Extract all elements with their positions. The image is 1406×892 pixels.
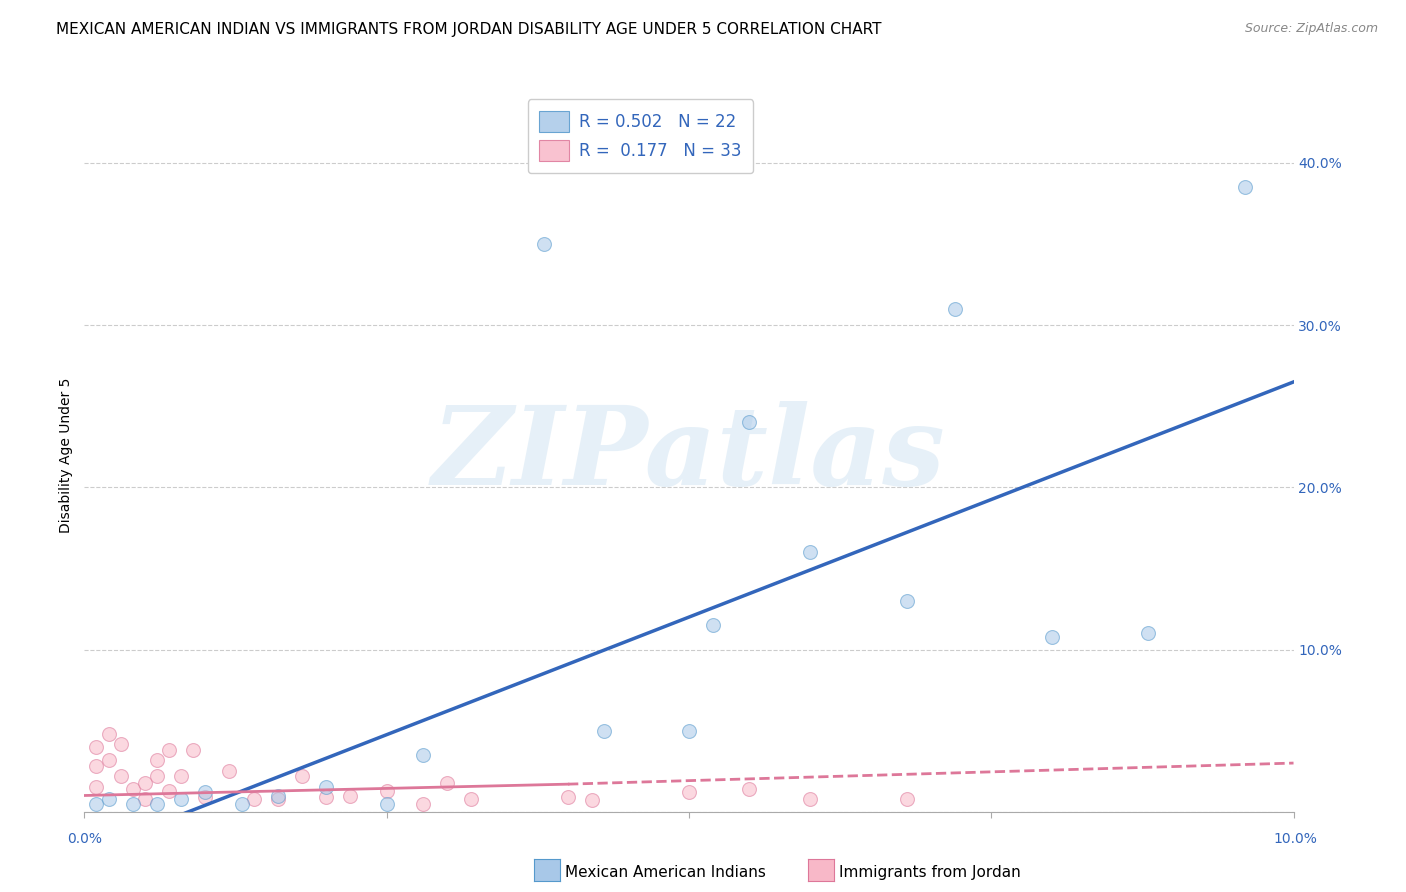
- Point: [146, 769, 169, 783]
- Point: [375, 797, 398, 811]
- Point: [97, 753, 120, 767]
- Point: [436, 775, 458, 789]
- Point: [242, 791, 264, 805]
- Point: [146, 797, 169, 811]
- Point: [86, 759, 108, 773]
- Point: [194, 790, 217, 805]
- Point: [738, 416, 761, 430]
- Point: [315, 790, 337, 805]
- Point: [97, 791, 120, 805]
- Point: [943, 301, 966, 316]
- Point: [134, 791, 156, 805]
- Point: [702, 618, 724, 632]
- Point: [460, 791, 482, 805]
- Point: [267, 789, 290, 803]
- Point: [157, 743, 180, 757]
- Point: [678, 785, 700, 799]
- Point: [146, 753, 169, 767]
- Point: [97, 727, 120, 741]
- Point: [86, 797, 108, 811]
- Point: [170, 791, 193, 805]
- Point: [738, 782, 761, 797]
- Point: [157, 783, 180, 797]
- Point: [134, 775, 156, 789]
- Point: [533, 237, 555, 252]
- Point: [110, 769, 132, 783]
- Point: [1137, 626, 1160, 640]
- Point: [339, 789, 361, 803]
- Point: [1234, 180, 1257, 194]
- Point: [231, 797, 253, 811]
- Text: 10.0%: 10.0%: [1272, 832, 1317, 846]
- Point: [86, 739, 108, 754]
- Point: [181, 743, 204, 757]
- Point: [291, 769, 314, 783]
- Point: [1040, 630, 1063, 644]
- Point: [799, 791, 821, 805]
- Text: ZIPatlas: ZIPatlas: [432, 401, 946, 508]
- Text: MEXICAN AMERICAN INDIAN VS IMMIGRANTS FROM JORDAN DISABILITY AGE UNDER 5 CORRELA: MEXICAN AMERICAN INDIAN VS IMMIGRANTS FR…: [56, 22, 882, 37]
- Text: Mexican American Indians: Mexican American Indians: [565, 865, 766, 880]
- Point: [799, 545, 821, 559]
- Legend: R = 0.502   N = 22, R =  0.177   N = 33: R = 0.502 N = 22, R = 0.177 N = 33: [527, 99, 754, 173]
- Point: [267, 791, 290, 805]
- Point: [678, 723, 700, 738]
- Point: [375, 783, 398, 797]
- Point: [86, 780, 108, 795]
- Point: [315, 780, 337, 795]
- Point: [121, 797, 143, 811]
- Point: [194, 785, 217, 799]
- Point: [218, 764, 240, 779]
- Point: [412, 797, 434, 811]
- Point: [170, 769, 193, 783]
- Text: 0.0%: 0.0%: [67, 832, 101, 846]
- Point: [557, 790, 579, 805]
- Point: [593, 723, 616, 738]
- Point: [581, 793, 603, 807]
- Text: Immigrants from Jordan: Immigrants from Jordan: [839, 865, 1021, 880]
- Point: [896, 594, 918, 608]
- Point: [896, 791, 918, 805]
- Point: [412, 747, 434, 762]
- Y-axis label: Disability Age Under 5: Disability Age Under 5: [59, 377, 73, 533]
- Point: [121, 782, 143, 797]
- Point: [110, 737, 132, 751]
- Text: Source: ZipAtlas.com: Source: ZipAtlas.com: [1244, 22, 1378, 36]
